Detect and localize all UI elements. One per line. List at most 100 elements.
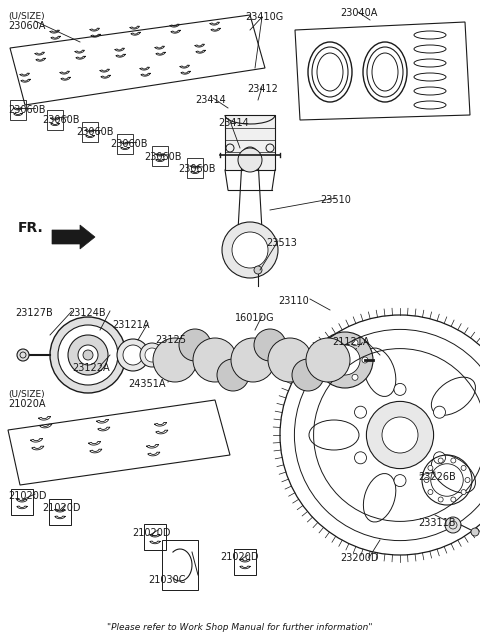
Text: 23513: 23513 <box>266 238 297 248</box>
Circle shape <box>438 497 443 502</box>
Bar <box>225 115 275 170</box>
Text: 23040A: 23040A <box>340 8 377 18</box>
Text: 23060B: 23060B <box>8 105 46 115</box>
Text: 23060A: 23060A <box>8 21 46 31</box>
Text: 23226B: 23226B <box>418 472 456 482</box>
Circle shape <box>445 517 461 533</box>
Circle shape <box>78 345 98 365</box>
Text: 23414: 23414 <box>218 118 249 128</box>
Circle shape <box>193 338 237 382</box>
Bar <box>234 549 256 575</box>
Text: 23410G: 23410G <box>245 12 283 22</box>
Text: 1601DG: 1601DG <box>235 313 275 323</box>
Circle shape <box>83 350 93 360</box>
Circle shape <box>50 317 126 393</box>
Text: 23127B: 23127B <box>15 308 53 318</box>
Circle shape <box>17 349 29 361</box>
Circle shape <box>461 465 466 470</box>
Text: 23060B: 23060B <box>110 139 147 149</box>
Circle shape <box>140 343 164 367</box>
Text: 23060B: 23060B <box>42 115 80 125</box>
Ellipse shape <box>363 348 396 396</box>
Circle shape <box>254 329 286 361</box>
Bar <box>82 122 98 142</box>
Ellipse shape <box>432 377 476 415</box>
Circle shape <box>292 359 324 391</box>
Ellipse shape <box>309 420 359 450</box>
Circle shape <box>362 357 368 363</box>
Circle shape <box>153 338 197 382</box>
Text: 23060B: 23060B <box>76 127 113 137</box>
Bar <box>47 110 63 130</box>
Circle shape <box>394 383 406 395</box>
Text: 23125: 23125 <box>155 335 186 345</box>
Circle shape <box>145 348 159 362</box>
Circle shape <box>179 329 211 361</box>
Bar <box>152 146 168 166</box>
Circle shape <box>317 332 373 388</box>
Text: 21020A: 21020A <box>8 399 46 409</box>
Circle shape <box>355 452 367 464</box>
Circle shape <box>232 232 268 268</box>
Bar <box>162 540 198 590</box>
Circle shape <box>231 338 275 382</box>
Circle shape <box>438 458 443 463</box>
Ellipse shape <box>432 454 476 493</box>
Text: 24351A: 24351A <box>128 379 166 389</box>
Text: 21030C: 21030C <box>148 575 185 585</box>
Bar <box>49 499 71 525</box>
Circle shape <box>238 148 262 172</box>
Circle shape <box>355 406 367 418</box>
Circle shape <box>433 452 445 464</box>
Bar <box>10 100 26 120</box>
Circle shape <box>433 406 445 418</box>
Text: 23412: 23412 <box>247 84 278 94</box>
Text: 23060B: 23060B <box>178 164 216 174</box>
Ellipse shape <box>363 474 396 522</box>
Text: FR.: FR. <box>18 221 44 235</box>
Text: 23311B: 23311B <box>418 518 456 528</box>
Circle shape <box>254 266 262 274</box>
Circle shape <box>451 497 456 502</box>
Circle shape <box>465 478 470 483</box>
Bar <box>11 489 33 515</box>
Circle shape <box>352 374 358 380</box>
Circle shape <box>352 340 358 345</box>
Text: 23124B: 23124B <box>68 308 106 318</box>
Text: 23121A: 23121A <box>112 320 149 330</box>
Circle shape <box>332 374 338 380</box>
Bar <box>117 134 133 154</box>
Text: 23060B: 23060B <box>144 152 181 162</box>
Text: 23200D: 23200D <box>340 553 379 563</box>
Text: 21020D: 21020D <box>42 503 81 513</box>
Text: 21121A: 21121A <box>332 337 370 347</box>
Text: 21020D: 21020D <box>220 552 259 562</box>
Circle shape <box>322 357 328 363</box>
Text: 23122A: 23122A <box>72 363 109 373</box>
Circle shape <box>306 338 350 382</box>
Circle shape <box>268 338 312 382</box>
Circle shape <box>222 222 278 278</box>
Circle shape <box>428 465 433 470</box>
Circle shape <box>123 345 143 365</box>
Text: 21020D: 21020D <box>132 528 170 538</box>
Text: 23510: 23510 <box>320 195 351 205</box>
Circle shape <box>424 478 429 483</box>
Circle shape <box>217 359 249 391</box>
Circle shape <box>394 474 406 487</box>
Circle shape <box>461 490 466 495</box>
Circle shape <box>68 335 108 375</box>
Text: 23110: 23110 <box>278 296 309 306</box>
Circle shape <box>366 401 433 469</box>
Circle shape <box>382 417 418 453</box>
Circle shape <box>332 340 338 345</box>
Circle shape <box>428 490 433 495</box>
Circle shape <box>471 528 479 536</box>
Polygon shape <box>52 225 95 249</box>
Circle shape <box>117 339 149 371</box>
Text: "Please refer to Work Shop Manual for further information": "Please refer to Work Shop Manual for fu… <box>107 624 373 633</box>
Circle shape <box>451 458 456 463</box>
Text: (U/SIZE): (U/SIZE) <box>8 390 45 399</box>
Circle shape <box>330 345 360 375</box>
Text: (U/SIZE): (U/SIZE) <box>8 12 45 21</box>
